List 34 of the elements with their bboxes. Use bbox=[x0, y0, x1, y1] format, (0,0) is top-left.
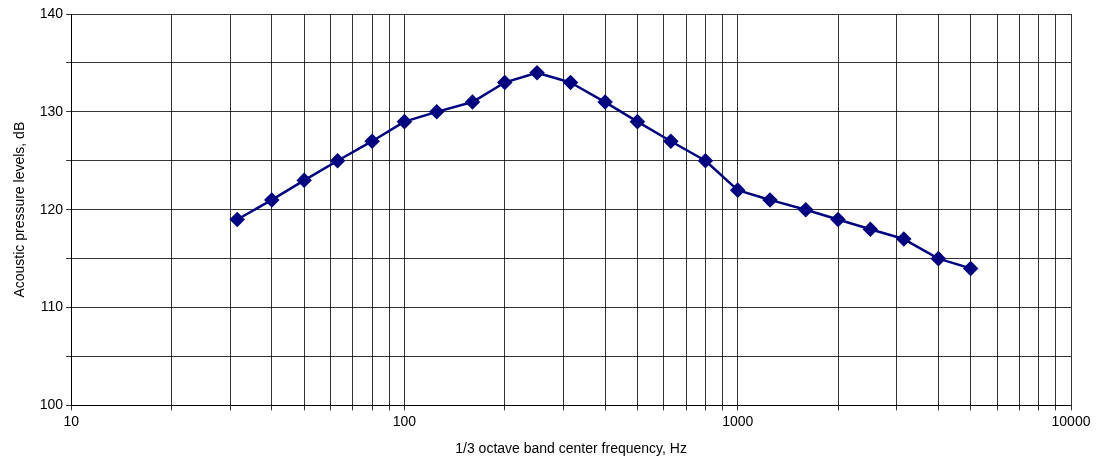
point bbox=[229, 212, 245, 227]
y-axis-title: Acoustic pressure levels, dB bbox=[11, 121, 28, 298]
x-axis-title: 1/3 octave band center frequency, Hz bbox=[455, 440, 687, 457]
point bbox=[563, 75, 578, 90]
point bbox=[863, 222, 878, 237]
y-tick-label: 120 bbox=[39, 200, 64, 217]
point bbox=[630, 114, 645, 129]
y-tick-label: 130 bbox=[39, 102, 64, 119]
point bbox=[529, 65, 545, 80]
point bbox=[330, 153, 345, 169]
point bbox=[830, 212, 846, 227]
x-tick-label: 10000 bbox=[1051, 412, 1091, 429]
point bbox=[597, 94, 613, 110]
point bbox=[264, 192, 280, 208]
point bbox=[663, 133, 679, 149]
point bbox=[497, 75, 513, 90]
point bbox=[963, 261, 978, 276]
y-tick-label: 140 bbox=[39, 4, 64, 21]
point bbox=[798, 202, 813, 217]
point bbox=[698, 153, 713, 169]
point bbox=[730, 182, 745, 198]
x-tick-label: 100 bbox=[392, 412, 417, 429]
point bbox=[762, 192, 778, 208]
point bbox=[397, 114, 412, 129]
point bbox=[465, 94, 480, 110]
x-tick-label: 1000 bbox=[722, 412, 754, 429]
point bbox=[429, 104, 444, 120]
point bbox=[931, 251, 946, 266]
point bbox=[364, 133, 380, 149]
point bbox=[896, 231, 912, 247]
y-tick-label: 100 bbox=[39, 396, 64, 413]
y-tick-label: 110 bbox=[40, 298, 64, 315]
x-tick-label: 10 bbox=[63, 412, 80, 429]
point bbox=[296, 173, 312, 188]
